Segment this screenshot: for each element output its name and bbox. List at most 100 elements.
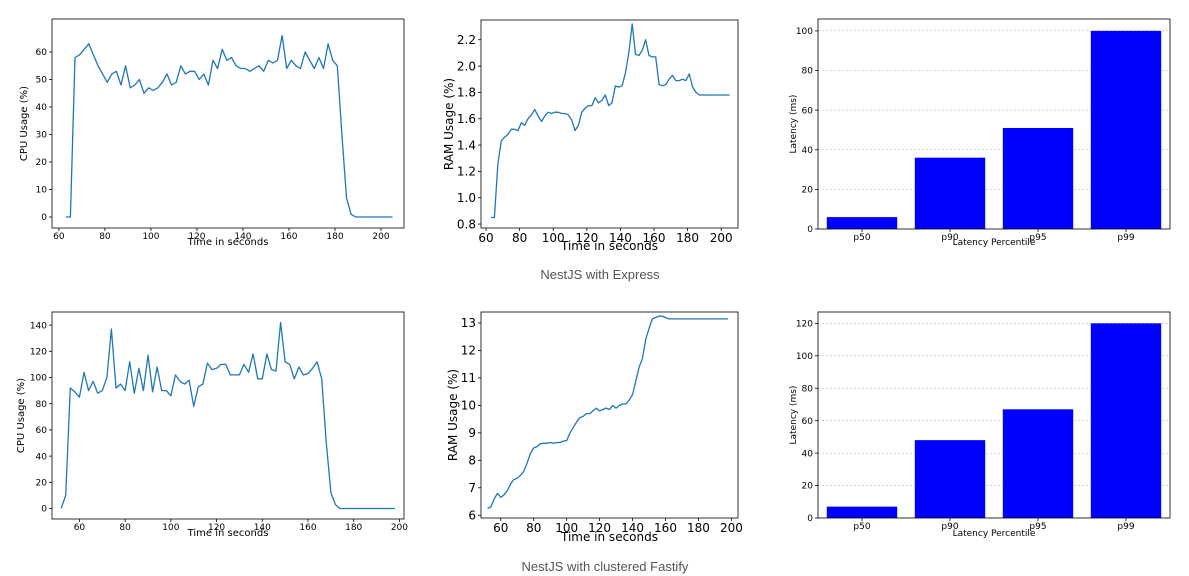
y-axis-label: Latency (ms) <box>789 95 799 154</box>
x-tick-label: 140 <box>234 232 251 242</box>
x-tick-label: 60 <box>493 521 508 535</box>
x-tick-label: 100 <box>142 232 159 242</box>
x-tick-label: 200 <box>710 231 733 245</box>
bar-p50 <box>826 506 898 518</box>
y-tick-label: 1.6 <box>457 112 476 126</box>
bar-p50 <box>826 217 898 229</box>
y-tick-label: 20 <box>36 478 48 488</box>
y-tick-label: 100 <box>796 27 813 37</box>
y-tick-label: 10 <box>461 399 476 413</box>
x-tick-label: 200 <box>720 521 743 535</box>
y-tick-label: 1.2 <box>457 165 476 179</box>
x-tick-label: 120 <box>588 521 611 535</box>
y-tick-label: 60 <box>802 106 814 116</box>
x-tick-label: 80 <box>526 521 541 535</box>
caption-express: NestJS with Express <box>540 267 660 282</box>
y-tick-label: 7 <box>468 481 476 495</box>
plot-frame <box>480 19 739 229</box>
y-axis-label: Latency (ms) <box>789 386 799 445</box>
x-tick-label: 140 <box>621 521 644 535</box>
y-tick-label: 80 <box>802 384 814 394</box>
x-tick-label: p50 <box>853 522 870 532</box>
chart-5: 60 80 100 120 140 160 180 200 6 7 8 9 10 11 12 13 Time i… <box>446 311 743 544</box>
y-tick-label: 0.8 <box>457 217 476 231</box>
y-tick-label: 80 <box>36 400 48 410</box>
chart-2: 60 80 100 120 140 160 180 200 0.8 1.0 1.2 1.4 1.6 1.8… <box>442 19 739 253</box>
y-tick-label: 120 <box>30 347 47 357</box>
x-tick-label: 60 <box>53 232 65 242</box>
bar-p90 <box>914 157 986 229</box>
series-line <box>487 315 729 509</box>
x-tick-label: 200 <box>372 232 389 242</box>
x-tick-label: 80 <box>512 231 527 245</box>
x-tick-label: 120 <box>188 232 205 242</box>
x-tick-label: 100 <box>555 521 578 535</box>
y-tick-label: 100 <box>796 352 813 362</box>
x-tick-label: 60 <box>478 231 493 245</box>
y-tick-label: 60 <box>36 48 48 58</box>
x-tick-label: 180 <box>676 231 699 245</box>
caption-clustered-fastify: NestJS with clustered Fastify <box>521 559 689 574</box>
x-tick-label: p50 <box>853 233 870 243</box>
y-tick-label: 0 <box>41 213 47 223</box>
plot-frame <box>51 311 405 520</box>
y-tick-label: 80 <box>802 67 814 77</box>
y-tick-label: 6 <box>468 508 476 522</box>
x-tick-label: 180 <box>345 523 362 533</box>
x-tick-label: 180 <box>326 232 343 242</box>
y-tick-label: 20 <box>36 158 48 168</box>
bar-p99 <box>1090 323 1162 518</box>
y-tick-label: 13 <box>461 316 476 330</box>
y-tick-label: 30 <box>36 131 48 141</box>
x-tick-label: 100 <box>162 523 179 533</box>
x-tick-label: 180 <box>687 521 710 535</box>
x-tick-label: 120 <box>208 523 225 533</box>
bar-p99 <box>1090 30 1162 229</box>
y-axis-label: CPU Usage (%) <box>16 378 27 453</box>
chart-6: p50 p90 p95 p99 0 20 40 60 80 100 120 Latency Perce… <box>789 311 1171 539</box>
x-tick-label: 100 <box>542 231 565 245</box>
y-tick-label: 9 <box>468 426 476 440</box>
x-tick-label: 200 <box>391 523 408 533</box>
y-tick-label: 140 <box>30 321 47 331</box>
x-tick-label: 160 <box>299 523 316 533</box>
plot-frame <box>480 311 739 519</box>
x-tick-label: 160 <box>280 232 297 242</box>
x-tick-label: p95 <box>1029 233 1046 243</box>
x-axis-label: Latency Percentile <box>953 529 1036 539</box>
x-tick-label: 80 <box>99 232 111 242</box>
chart-3: p50 p90 p95 p99 0 20 40 60 80 100 Latency Percenti… <box>789 18 1171 248</box>
y-tick-label: 1.4 <box>457 138 476 152</box>
y-tick-label: 20 <box>802 482 814 492</box>
series-line <box>65 34 393 218</box>
y-tick-label: 100 <box>30 374 47 384</box>
x-tick-label: 160 <box>643 231 666 245</box>
y-tick-label: 40 <box>802 146 814 156</box>
y-tick-label: 2.2 <box>457 33 476 47</box>
y-tick-label: 0 <box>41 505 47 515</box>
y-tick-label: 8 <box>468 454 476 468</box>
y-tick-label: 2.0 <box>457 59 476 73</box>
x-tick-label: 60 <box>74 523 86 533</box>
y-tick-label: 60 <box>802 417 814 427</box>
y-tick-label: 1.8 <box>457 86 476 100</box>
x-tick-label: 140 <box>609 231 632 245</box>
y-tick-label: 60 <box>36 426 48 436</box>
y-tick-label: 11 <box>461 371 476 385</box>
chart-4: 60 80 100 120 140 160 180 200 0 20 40 60 80 100 120 140… <box>16 311 408 539</box>
bar-p90 <box>914 440 986 518</box>
y-tick-label: 50 <box>36 76 48 86</box>
y-tick-label: 10 <box>36 186 48 196</box>
series-line <box>491 23 730 219</box>
x-tick-label: p90 <box>941 233 958 243</box>
x-axis-label: Time in seconds <box>560 239 658 253</box>
x-tick-label: 80 <box>119 523 131 533</box>
y-tick-label: 1.0 <box>457 191 476 205</box>
x-tick-label: p90 <box>941 522 958 532</box>
y-axis-label: CPU Usage (%) <box>19 86 30 161</box>
y-tick-label: 0 <box>807 225 813 235</box>
y-axis-label: RAM Usage (%) <box>446 369 460 461</box>
x-tick-label: 160 <box>654 521 677 535</box>
x-tick-label: 120 <box>575 231 598 245</box>
chart-1: 60 80 100 120 140 160 180 200 0 10 20 30 40 50 60 Time … <box>19 18 405 248</box>
